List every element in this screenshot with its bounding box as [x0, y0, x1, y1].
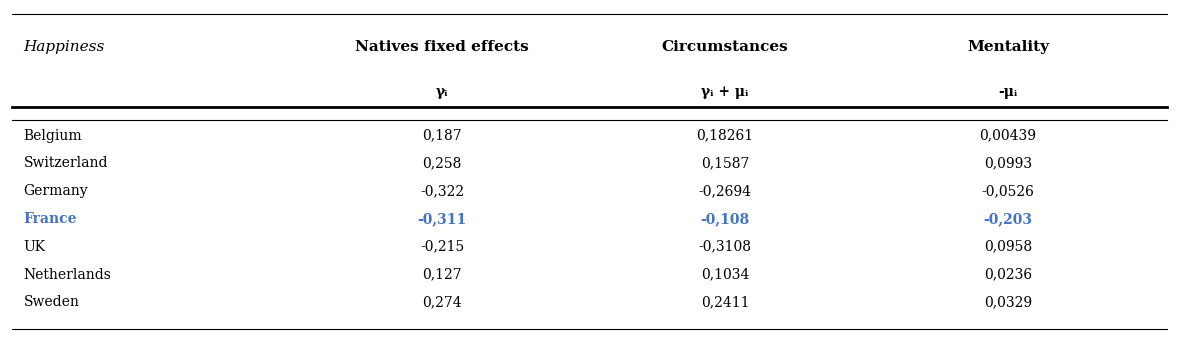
Text: Happiness: Happiness	[24, 40, 105, 55]
Text: γᵢ: γᵢ	[436, 84, 448, 99]
Text: -0,215: -0,215	[420, 240, 465, 254]
Text: Switzerland: Switzerland	[24, 156, 108, 171]
Text: France: France	[24, 212, 77, 226]
Text: Mentality: Mentality	[967, 40, 1049, 55]
Text: -0,203: -0,203	[983, 212, 1033, 226]
Text: 0,2411: 0,2411	[700, 295, 750, 310]
Text: 0,127: 0,127	[422, 267, 462, 282]
Text: -0,3108: -0,3108	[699, 240, 751, 254]
Text: Sweden: Sweden	[24, 295, 79, 310]
Text: Natives fixed effects: Natives fixed effects	[355, 40, 529, 55]
Text: 0,0958: 0,0958	[984, 240, 1032, 254]
Text: 0,258: 0,258	[422, 156, 462, 171]
Text: 0,274: 0,274	[422, 295, 462, 310]
Text: UK: UK	[24, 240, 46, 254]
Text: -0,0526: -0,0526	[982, 184, 1034, 198]
Text: 0,187: 0,187	[422, 128, 462, 143]
Text: 0,1587: 0,1587	[700, 156, 750, 171]
Text: γᵢ + μᵢ: γᵢ + μᵢ	[702, 84, 749, 99]
Text: 0,0993: 0,0993	[984, 156, 1032, 171]
Text: 0,0329: 0,0329	[984, 295, 1032, 310]
Text: 0,18261: 0,18261	[697, 128, 753, 143]
Text: 0,1034: 0,1034	[700, 267, 750, 282]
Text: -0,108: -0,108	[700, 212, 750, 226]
Text: Belgium: Belgium	[24, 128, 83, 143]
Text: -0,322: -0,322	[420, 184, 465, 198]
Text: -μᵢ: -μᵢ	[999, 84, 1017, 99]
Text: -0,2694: -0,2694	[699, 184, 751, 198]
Text: Germany: Germany	[24, 184, 88, 198]
Text: Circumstances: Circumstances	[661, 40, 789, 55]
Text: Netherlands: Netherlands	[24, 267, 112, 282]
Text: 0,00439: 0,00439	[980, 128, 1036, 143]
Text: 0,0236: 0,0236	[984, 267, 1032, 282]
Text: -0,311: -0,311	[417, 212, 467, 226]
